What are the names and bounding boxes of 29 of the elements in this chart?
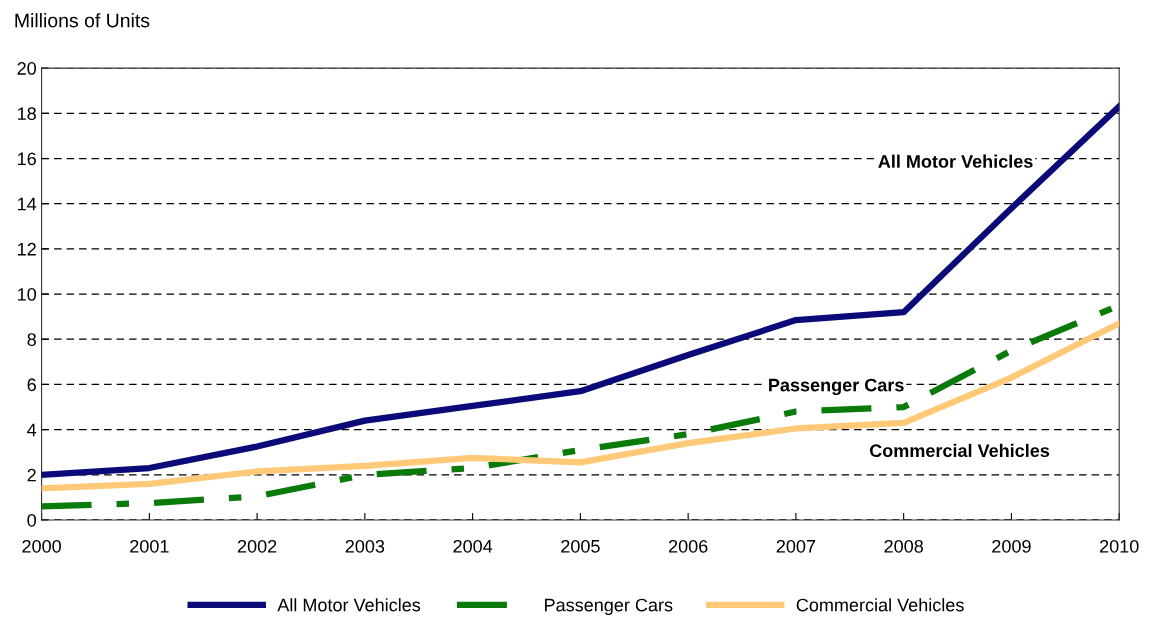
x-tick-label: 2010 [1100, 539, 1139, 553]
y-tick-label: 14 [18, 197, 37, 211]
y-tick-label: 8 [27, 333, 36, 346]
y-tick-label: 12 [18, 242, 36, 256]
legend-label: Commercial Vehicles [796, 598, 964, 612]
x-tick-label: 2009 [992, 539, 1031, 553]
x-tick-label: 2002 [237, 539, 277, 553]
x-tick-label: 2001 [130, 539, 169, 553]
y-tick-label: 6 [27, 378, 36, 392]
y-tick-label: 2 [27, 468, 36, 482]
x-tick-label: 2003 [345, 539, 385, 553]
x-tick-label: 2007 [776, 539, 816, 553]
annotation: Commercial Vehicles [869, 443, 1050, 458]
x-tick-label: 2004 [453, 539, 493, 553]
y-tick-label: 16 [18, 152, 36, 166]
y-tick-label: 0 [27, 513, 37, 527]
x-tick-label: 2005 [561, 539, 600, 553]
x-tick-label: 2006 [668, 539, 708, 553]
y-tick-label: 20 [17, 62, 37, 75]
y-tick-label: 4 [27, 423, 37, 437]
x-tick-label: 2000 [22, 539, 61, 553]
y-tick-label: 18 [18, 107, 36, 121]
y-axis-title: Millions of Units [15, 13, 150, 28]
annotation: Passenger Cars [769, 378, 904, 396]
legend-label: Passenger Cars [545, 598, 673, 615]
annotation: All Motor Vehicles [878, 154, 1033, 168]
legend-label: All Motor Vehicles [277, 598, 421, 612]
x-tick-label: 2008 [884, 539, 923, 553]
y-tick-label: 10 [18, 288, 37, 301]
